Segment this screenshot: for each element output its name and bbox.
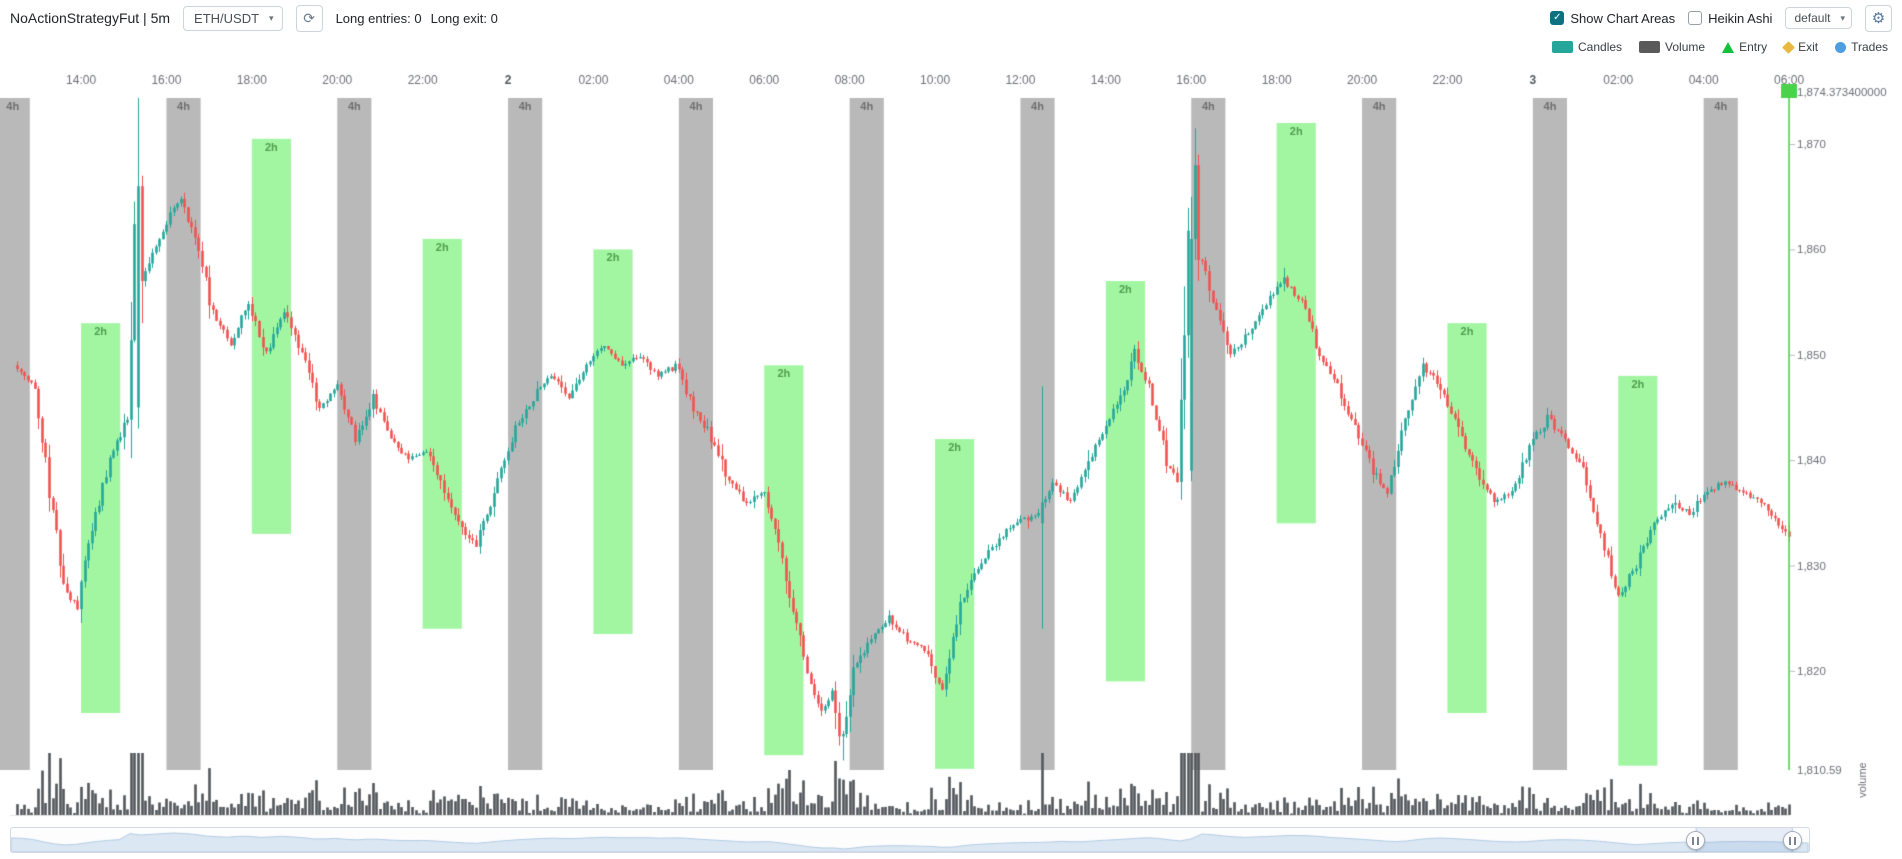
refresh-button[interactable]: ⟳: [295, 4, 323, 32]
datazoom-left-handle[interactable]: [1686, 831, 1706, 850]
header-left-group: NoActionStrategyFut | 5m ETH/USDT ▾ ⟳ Lo…: [10, 4, 498, 32]
legend-item-label: Candles: [1578, 40, 1623, 54]
chart-legend: Candles Volume Entry Exit Trades: [0, 36, 1902, 58]
legend-item-trades[interactable]: Trades: [1835, 40, 1888, 54]
plot-config-select-value: default: [1794, 11, 1831, 25]
datazoom-slider[interactable]: [10, 827, 1810, 853]
long-entries-label: Long entries: 0: [335, 10, 422, 26]
datazoom-right-handle[interactable]: [1783, 831, 1803, 850]
legend-item-candles[interactable]: Candles: [1552, 40, 1622, 54]
trades-marker-icon: [1835, 41, 1847, 53]
header-right-group: ✓ Show Chart Areas Heikin Ashi default ▾…: [1550, 4, 1892, 32]
heikin-ashi-checkbox[interactable]: Heikin Ashi: [1688, 11, 1772, 26]
heikin-ashi-label: Heikin Ashi: [1708, 10, 1773, 26]
plot-config-select[interactable]: default ▾: [1785, 7, 1852, 29]
checkbox-icon: ✓: [1550, 11, 1565, 25]
entry-marker-icon: [1722, 41, 1735, 53]
legend-item-label: Volume: [1665, 40, 1706, 54]
strategy-title: NoActionStrategyFut | 5m: [10, 10, 171, 26]
legend-item-label: Exit: [1798, 40, 1819, 54]
exit-marker-icon: [1782, 40, 1795, 54]
checkbox-icon: [1688, 11, 1703, 25]
legend-item-label: Trades: [1851, 40, 1888, 54]
datazoom-minimap: [11, 828, 1809, 852]
show-chart-areas-checkbox[interactable]: ✓ Show Chart Areas: [1550, 11, 1675, 26]
settings-button[interactable]: ⚙: [1865, 4, 1892, 32]
volume-marker-icon: [1639, 41, 1661, 53]
show-chart-areas-label: Show Chart Areas: [1570, 10, 1676, 26]
refresh-icon: ⟳: [303, 10, 315, 26]
candlestick-chart-canvas[interactable]: [0, 58, 1902, 823]
long-exit-label: Long exit: 0: [430, 10, 498, 26]
pair-select-value: ETH/USDT: [194, 10, 260, 26]
pause-icon: [1789, 836, 1797, 845]
legend-item-volume[interactable]: Volume: [1639, 40, 1705, 54]
legend-item-exit[interactable]: Exit: [1782, 40, 1819, 54]
candles-marker-icon: [1552, 41, 1573, 53]
pair-select[interactable]: ETH/USDT ▾: [183, 5, 283, 31]
chevron-down-icon: ▾: [1840, 12, 1845, 23]
gear-icon: ⚙: [1871, 9, 1886, 27]
legend-item-entry[interactable]: Entry: [1722, 40, 1767, 54]
chart-header: NoActionStrategyFut | 5m ETH/USDT ▾ ⟳ Lo…: [0, 0, 1902, 36]
pause-icon: [1692, 836, 1700, 845]
legend-item-label: Entry: [1739, 40, 1768, 54]
chevron-down-icon: ▾: [269, 12, 274, 23]
